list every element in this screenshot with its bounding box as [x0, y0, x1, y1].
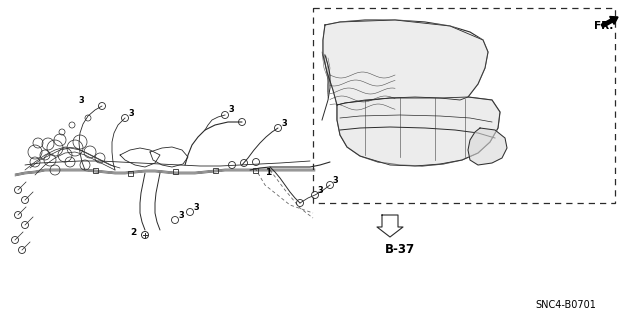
Bar: [313, 8, 615, 203]
Polygon shape: [468, 128, 507, 165]
Text: 3: 3: [332, 176, 338, 185]
Bar: [93, 168, 98, 173]
Polygon shape: [377, 215, 403, 237]
Text: 3: 3: [128, 109, 134, 118]
FancyArrow shape: [601, 17, 618, 27]
Polygon shape: [323, 20, 488, 105]
Text: 3: 3: [78, 96, 84, 105]
Bar: [128, 171, 133, 176]
Text: B-37: B-37: [385, 243, 415, 256]
Bar: [213, 168, 218, 173]
Text: FR.: FR.: [594, 21, 613, 31]
Text: 1: 1: [265, 168, 271, 177]
Text: SNC4-B0701: SNC4-B0701: [535, 300, 596, 310]
Text: 3: 3: [178, 211, 184, 220]
Text: 3: 3: [317, 186, 323, 195]
Polygon shape: [337, 97, 500, 166]
Bar: [253, 168, 258, 173]
Polygon shape: [323, 20, 500, 166]
Text: 3: 3: [281, 119, 287, 128]
Text: 3: 3: [193, 203, 199, 212]
Text: 2: 2: [130, 228, 136, 237]
Text: 3: 3: [228, 105, 234, 114]
Bar: [173, 169, 178, 174]
